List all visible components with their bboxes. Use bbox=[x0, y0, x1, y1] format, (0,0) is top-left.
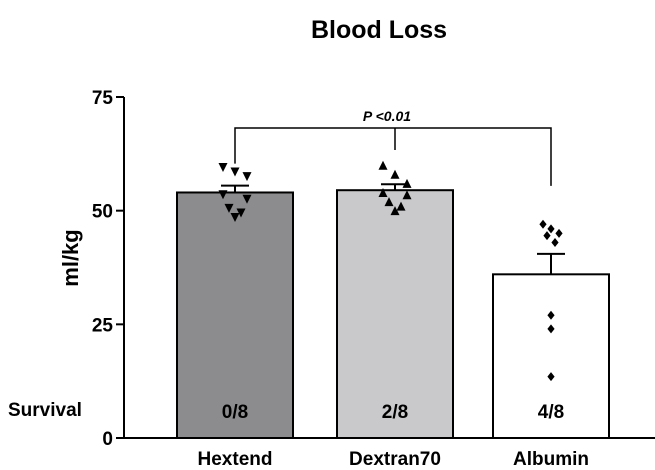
data-point-triangle-up bbox=[402, 190, 412, 200]
y-ticks: 0 25 50 75 bbox=[92, 88, 124, 450]
data-point-triangle-down bbox=[242, 194, 252, 204]
survival-values: 0/8 2/8 4/8 bbox=[222, 402, 564, 423]
data-point-diamond bbox=[547, 372, 555, 382]
bar-dextran70 bbox=[336, 189, 454, 439]
category-label: Hextend bbox=[198, 449, 273, 470]
significance-bracket-line bbox=[234, 127, 552, 186]
bar-albumin bbox=[492, 273, 610, 439]
data-point-triangle-down bbox=[242, 172, 252, 182]
data-point-diamond bbox=[543, 231, 551, 241]
data-point-triangle-up bbox=[390, 169, 400, 179]
data-point-diamond bbox=[547, 310, 555, 320]
survival-value: 2/8 bbox=[382, 402, 408, 423]
y-tick-label: 75 bbox=[92, 88, 114, 109]
category-label: Albumin bbox=[513, 449, 589, 470]
data-point-diamond bbox=[547, 224, 555, 234]
y-tick-label: 0 bbox=[102, 429, 113, 450]
chart-title: Blood Loss bbox=[311, 16, 447, 44]
category-labels: Hextend Dextran70 Albumin bbox=[198, 449, 589, 470]
y-tick-label: 50 bbox=[92, 202, 113, 223]
data-point-diamond bbox=[539, 219, 547, 229]
data-point-triangle-up bbox=[378, 187, 388, 197]
y-tick-label: 25 bbox=[92, 315, 114, 336]
data-points bbox=[218, 160, 563, 382]
significance-bracket: P <0.01 bbox=[234, 108, 552, 186]
significance-label: P <0.01 bbox=[363, 108, 411, 124]
data-point-triangle-down bbox=[224, 203, 234, 213]
data-point-diamond bbox=[555, 228, 563, 238]
data-point-triangle-down bbox=[230, 212, 240, 222]
error-bars bbox=[221, 183, 565, 275]
data-point-triangle-down bbox=[236, 208, 246, 218]
data-point-triangle-up bbox=[390, 206, 400, 216]
survival-label: Survival bbox=[8, 400, 82, 421]
data-point-triangle-down bbox=[218, 190, 228, 200]
data-point-triangle-up bbox=[378, 160, 388, 170]
survival-value: 4/8 bbox=[538, 402, 564, 423]
data-point-diamond bbox=[551, 237, 559, 247]
bar-hextend bbox=[176, 191, 294, 439]
data-point-triangle-up bbox=[396, 201, 406, 211]
data-point-triangle-up bbox=[384, 197, 394, 207]
data-point-triangle-down bbox=[218, 162, 228, 172]
data-point-triangle-down bbox=[230, 167, 240, 177]
category-label: Dextran70 bbox=[349, 449, 441, 470]
y-axis-label: ml/kg bbox=[58, 229, 83, 286]
survival-value: 0/8 bbox=[222, 402, 248, 423]
bars bbox=[176, 189, 610, 439]
data-point-diamond bbox=[547, 324, 555, 334]
data-point-triangle-up bbox=[402, 178, 412, 188]
